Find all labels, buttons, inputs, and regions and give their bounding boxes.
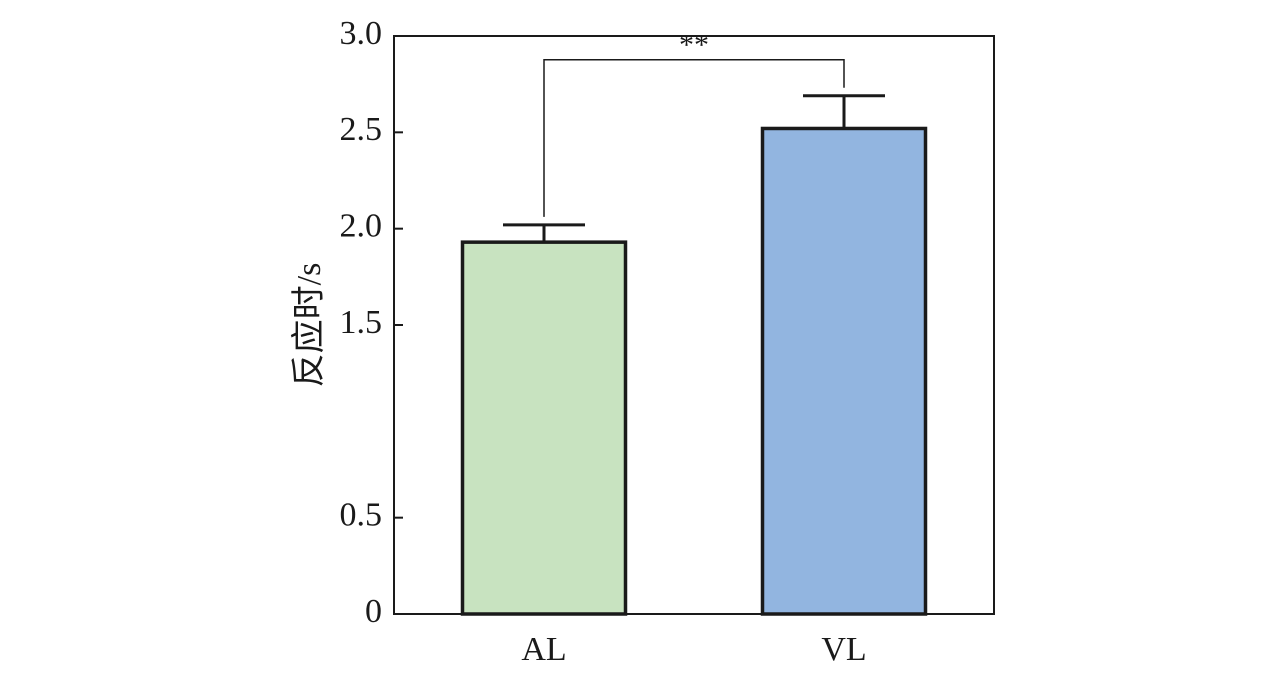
- y-axis-ticks: 0 0.5 1.5 2.0 2.5 3.0: [340, 15, 403, 630]
- y-tick-label: 0.5: [340, 496, 383, 533]
- error-bars: [503, 94, 885, 243]
- y-tick-label: 2.5: [340, 111, 383, 148]
- significance-annotation: **: [543, 29, 845, 217]
- y-axis-label: 反应时/s: [290, 263, 328, 388]
- y-tick-label: 2.0: [340, 207, 383, 244]
- x-axis-labels: AL VL: [521, 631, 866, 668]
- x-category-label: VL: [821, 631, 866, 668]
- y-tick-label: 1.5: [340, 304, 383, 341]
- bars: [460, 126, 928, 616]
- y-tick-label: 0: [365, 593, 382, 630]
- bar-vl: [760, 126, 928, 616]
- plot-frame: [393, 35, 995, 615]
- bar-al: [460, 240, 628, 616]
- x-category-label: AL: [521, 631, 566, 668]
- significance-bracket: [543, 58, 845, 217]
- significance-label: **: [679, 29, 709, 62]
- y-tick-label: 3.0: [340, 15, 383, 52]
